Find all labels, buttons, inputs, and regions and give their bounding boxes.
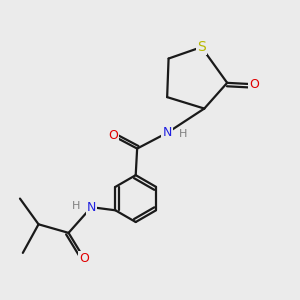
Text: N: N	[87, 201, 96, 214]
Text: H: H	[179, 129, 187, 139]
Text: O: O	[108, 129, 118, 142]
Text: H: H	[71, 201, 80, 211]
Text: N: N	[163, 126, 172, 140]
Text: O: O	[249, 78, 259, 91]
Text: S: S	[197, 40, 206, 54]
Text: O: O	[79, 252, 89, 265]
